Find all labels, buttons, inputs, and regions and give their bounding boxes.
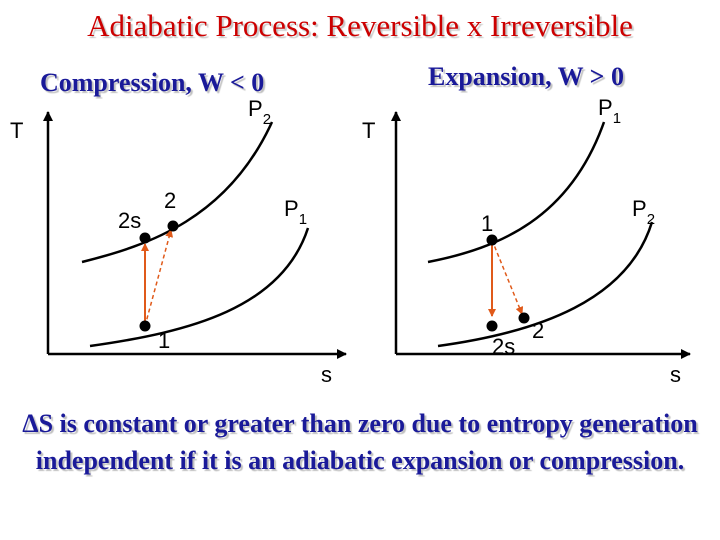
left-upper-isobar-label: P2 — [248, 96, 272, 128]
right-upper-isobar — [427, 121, 606, 264]
right-state-2-label: 2 — [532, 318, 545, 343]
expansion-heading: Expansion, W > 0 — [428, 62, 624, 91]
right-state-2s-label: 2s — [492, 334, 516, 359]
left-upper-isobar — [81, 121, 274, 264]
left-lower-isobar — [89, 227, 310, 348]
right-state-2-point — [518, 312, 530, 324]
right-upper-isobar-label: P1 — [598, 95, 622, 127]
right-diagram — [391, 111, 691, 359]
conclusion-body: S is constant or greater than zero due t… — [35, 409, 698, 475]
left-diagram — [43, 111, 347, 359]
compression-heading: Compression, W < 0 — [40, 68, 265, 97]
left-state-1-label: 1 — [158, 328, 171, 353]
left-state-2s-point — [139, 232, 151, 244]
right-lower-isobar — [437, 221, 654, 348]
right-lower-isobar-label: P2 — [632, 196, 656, 228]
left-state-2s-label: 2s — [118, 208, 142, 233]
left-state-1-point — [139, 320, 151, 332]
left-y-axis-label: T — [10, 118, 24, 143]
right-x-axis-label: s — [670, 362, 681, 387]
right-y-axis-label: T — [362, 118, 376, 143]
right-state-1-point — [486, 234, 498, 246]
left-irreversible-path — [144, 229, 174, 327]
conclusion-text: ΔS is constant or greater than zero due … — [0, 405, 720, 479]
left-x-axis-label: s — [321, 362, 332, 387]
left-state-2-label: 2 — [164, 188, 177, 213]
slide-title: Adiabatic Process: Reversible x Irrevers… — [87, 8, 633, 43]
right-state-2s-point — [486, 320, 498, 332]
right-irreversible-path — [491, 239, 524, 315]
delta-symbol: Δ — [22, 409, 39, 438]
left-lower-isobar-label: P1 — [284, 196, 308, 228]
right-state-1-label: 1 — [481, 211, 494, 236]
left-state-2-point — [167, 220, 179, 232]
